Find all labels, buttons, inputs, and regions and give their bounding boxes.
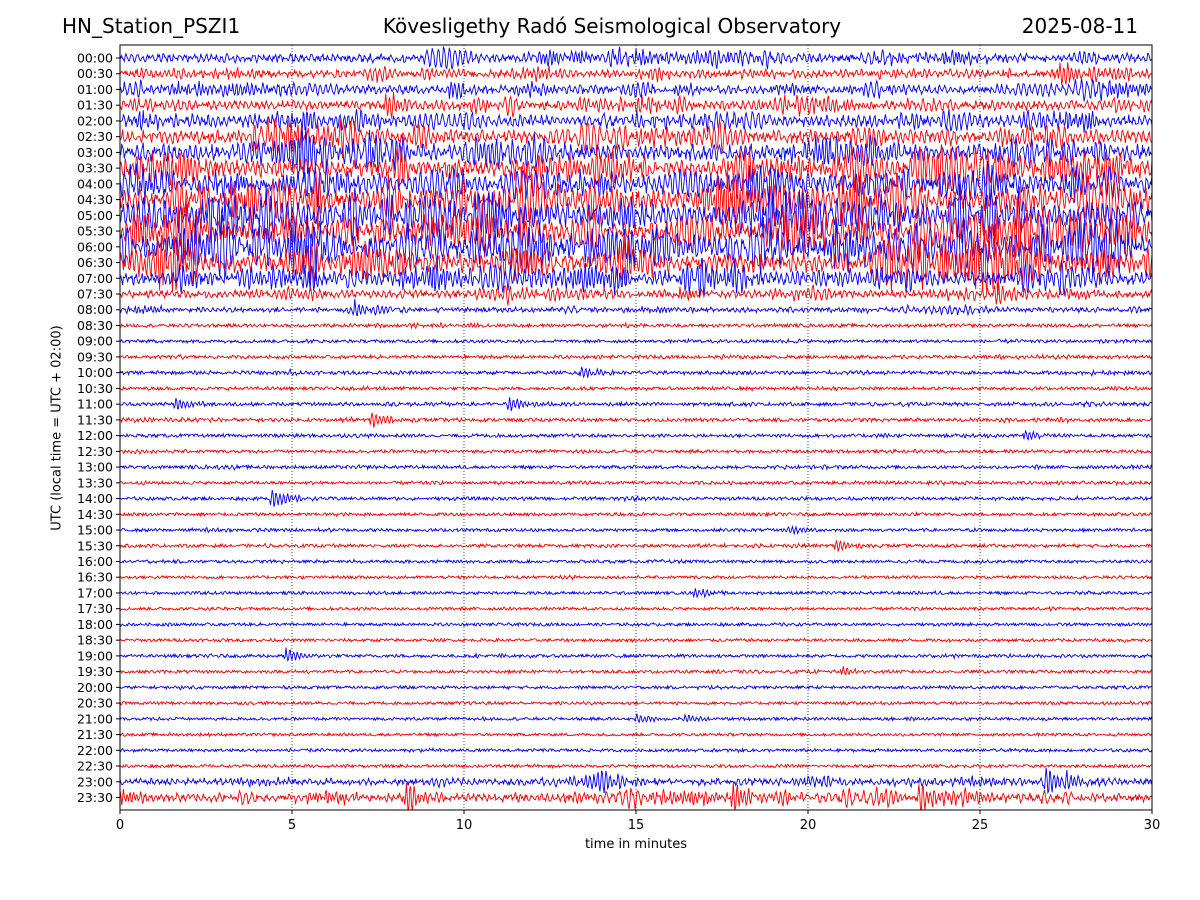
y-tick-label-1500: 15:00 — [77, 523, 113, 538]
trace-1230 — [120, 448, 1152, 455]
y-tick-label-0030: 00:30 — [77, 66, 113, 81]
station-title: HN_Station_PSZI1 — [62, 14, 241, 38]
y-tick-label-1700: 17:00 — [77, 585, 113, 600]
y-tick-label-0600: 06:00 — [77, 239, 113, 254]
trace-0330 — [120, 144, 1152, 195]
y-tick-label-2030: 20:30 — [77, 696, 113, 711]
trace-1500 — [120, 524, 1152, 536]
y-tick-label-0230: 02:30 — [77, 129, 113, 144]
y-tick-label-0930: 09:30 — [77, 349, 113, 364]
y-tick-label-1800: 18:00 — [77, 617, 113, 632]
y-tick-label-1900: 19:00 — [77, 648, 113, 663]
trace-1330 — [120, 479, 1152, 487]
y-tick-label-0900: 09:00 — [77, 334, 113, 349]
y-tick-label-1830: 18:30 — [77, 633, 113, 648]
y-tick-label-1530: 15:30 — [77, 538, 113, 553]
y-tick-label-1730: 17:30 — [77, 601, 113, 616]
trace-0800 — [120, 298, 1152, 317]
observatory-title: Kövesligethy Radó Seismological Observat… — [382, 14, 842, 38]
y-tick-label-1300: 13:00 — [77, 460, 113, 475]
y-tick-label-1930: 19:30 — [77, 664, 113, 679]
y-tick-label-0300: 03:00 — [77, 145, 113, 160]
y-tick-label-0700: 07:00 — [77, 271, 113, 286]
y-tick-label-0800: 08:00 — [77, 302, 113, 317]
trace-1100 — [120, 397, 1152, 412]
trace-1930 — [120, 666, 1152, 676]
y-tick-label-0000: 00:00 — [77, 51, 113, 66]
trace-1430 — [120, 510, 1152, 518]
traces-group — [120, 45, 1152, 810]
trace-1630 — [120, 574, 1152, 581]
y-tick-label-1400: 14:00 — [77, 491, 113, 506]
y-tick-label-0530: 05:30 — [77, 224, 113, 239]
x-tick-label-5: 5 — [288, 818, 296, 833]
y-tick-label-1200: 12:00 — [77, 428, 113, 443]
y-tick-label-2100: 21:00 — [77, 711, 113, 726]
y-tick-label-1630: 16:30 — [77, 570, 113, 585]
y-tick-label-0830: 08:30 — [77, 318, 113, 333]
y-tick-label-2230: 22:30 — [77, 759, 113, 774]
trace-1830 — [120, 637, 1152, 644]
y-tick-label-0500: 05:00 — [77, 208, 113, 223]
trace-1730 — [120, 605, 1152, 612]
y-tick-label-2300: 23:00 — [77, 774, 113, 789]
y-tick-label-0630: 06:30 — [77, 255, 113, 270]
y-axis-label: UTC (local time = UTC + 02:00) — [49, 325, 65, 531]
y-tick-label-1600: 16:00 — [77, 554, 113, 569]
x-axis-label: time in minutes — [584, 837, 688, 852]
y-tick-label-1430: 14:30 — [77, 507, 113, 522]
y-tick-label-1100: 11:00 — [77, 397, 113, 412]
y-tick-label-1000: 10:00 — [77, 365, 113, 380]
y-tick-label-1330: 13:30 — [77, 475, 113, 490]
y-tick-label-0200: 02:00 — [77, 113, 113, 128]
y-tick-label-0400: 04:00 — [77, 176, 113, 191]
y-tick-label-0430: 04:30 — [77, 192, 113, 207]
y-tick-label-2200: 22:00 — [77, 743, 113, 758]
trace-1700 — [120, 588, 1152, 599]
y-tick-label-1030: 10:30 — [77, 381, 113, 396]
y-tick-label-2330: 23:30 — [77, 790, 113, 805]
y-tick-label-1230: 12:30 — [77, 444, 113, 459]
trace-1030 — [120, 384, 1152, 392]
trace-2230 — [120, 763, 1152, 770]
x-tick-label-25: 25 — [972, 818, 989, 833]
y-tick-label-2130: 21:30 — [77, 727, 113, 742]
x-tick-label-0: 0 — [116, 818, 124, 833]
x-tick-label-10: 10 — [456, 818, 473, 833]
trace-1800 — [120, 621, 1152, 628]
y-tick-label-0130: 01:30 — [77, 98, 113, 113]
y-tick-label-0730: 07:30 — [77, 287, 113, 302]
x-tick-label-20: 20 — [800, 818, 817, 833]
date-title: 2025-08-11 — [1021, 14, 1138, 38]
y-tick-label-0330: 03:30 — [77, 161, 113, 176]
y-tick-label-1130: 11:30 — [77, 412, 113, 427]
x-tick-label-30: 30 — [1144, 818, 1161, 833]
x-tick-label-15: 15 — [628, 818, 645, 833]
y-tick-label-0100: 01:00 — [77, 82, 113, 97]
trace-0930 — [120, 352, 1152, 361]
y-tick-label-2000: 20:00 — [77, 680, 113, 695]
trace-2030 — [120, 700, 1152, 707]
